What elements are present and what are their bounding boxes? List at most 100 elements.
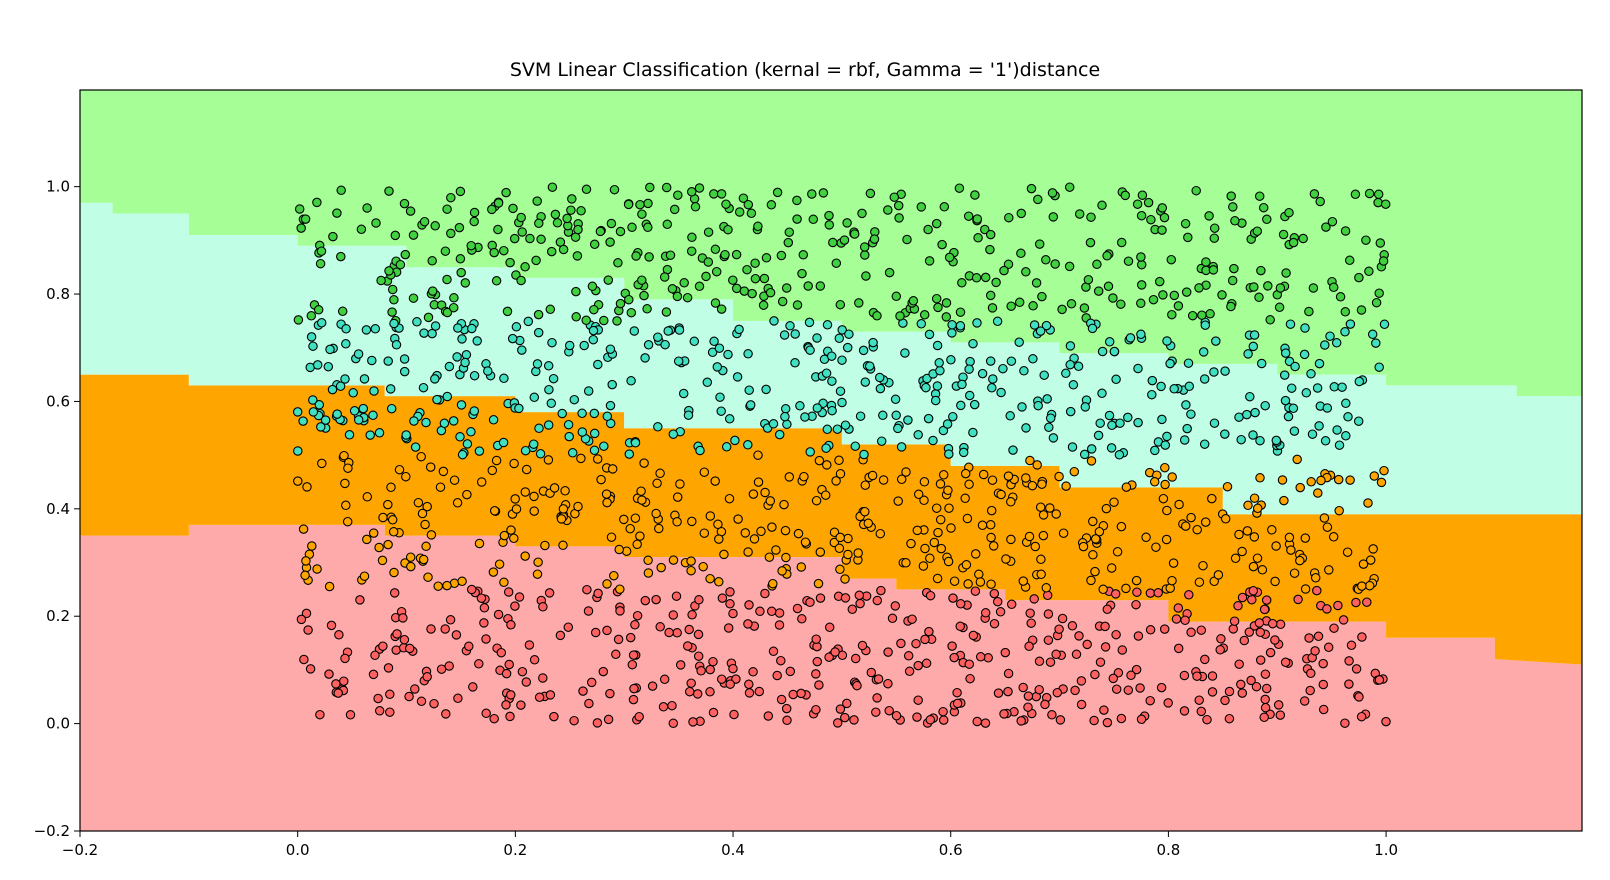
data-point	[771, 545, 781, 555]
data-point	[1230, 216, 1240, 226]
data-point	[293, 446, 303, 456]
data-point	[1137, 190, 1148, 200]
data-point	[532, 569, 543, 579]
data-point	[1104, 337, 1115, 347]
data-point	[1181, 400, 1191, 410]
data-point	[1051, 509, 1061, 519]
data-point	[308, 407, 319, 417]
data-point	[887, 613, 898, 624]
data-point	[442, 204, 452, 214]
data-point	[675, 479, 685, 489]
data-point	[468, 682, 478, 692]
data-point	[1071, 649, 1082, 660]
data-point	[606, 218, 617, 229]
data-point	[548, 373, 559, 384]
data-point	[781, 703, 792, 714]
data-point	[1279, 495, 1289, 506]
data-point	[605, 688, 615, 699]
data-point	[511, 322, 522, 332]
data-point	[1043, 635, 1054, 645]
data-point	[573, 224, 583, 235]
data-point	[690, 202, 701, 212]
data-point	[913, 660, 923, 671]
data-point	[717, 593, 728, 603]
data-point	[738, 193, 749, 203]
data-point	[1357, 632, 1367, 642]
data-point	[1136, 714, 1147, 725]
data-point	[301, 556, 311, 566]
data-point	[409, 416, 419, 426]
data-point	[589, 239, 600, 250]
data-point	[1003, 686, 1013, 697]
data-point	[584, 698, 594, 709]
data-point	[860, 377, 871, 387]
data-point	[326, 620, 337, 631]
data-point	[442, 274, 452, 285]
data-point	[534, 423, 544, 434]
data-point	[466, 240, 476, 251]
data-point	[324, 581, 335, 592]
data-point	[1313, 488, 1323, 498]
data-point	[1109, 497, 1119, 507]
data-point	[854, 298, 864, 308]
data-point	[707, 347, 718, 358]
data-point	[912, 525, 923, 536]
data-point	[589, 428, 600, 439]
data-point	[1374, 362, 1384, 372]
data-point	[1255, 473, 1265, 483]
data-point	[1186, 512, 1196, 523]
data-point	[630, 620, 640, 630]
data-point	[1308, 283, 1319, 293]
data-point	[1224, 686, 1235, 697]
data-point	[469, 216, 479, 227]
data-point	[1109, 346, 1120, 357]
data-point	[974, 569, 984, 580]
data-point	[894, 213, 904, 223]
data-point	[469, 207, 480, 218]
data-point	[721, 442, 732, 452]
data-point	[725, 679, 735, 689]
data-point	[514, 592, 525, 602]
data-point	[1273, 700, 1284, 710]
data-point	[978, 469, 989, 480]
data-point	[831, 258, 842, 268]
data-point	[1340, 327, 1350, 337]
data-point	[373, 693, 383, 704]
data-point	[303, 625, 313, 635]
data-point	[452, 352, 462, 362]
data-point	[1157, 225, 1167, 235]
data-point	[949, 576, 960, 586]
data-point	[307, 541, 317, 551]
data-point	[531, 255, 541, 266]
data-point	[755, 606, 765, 617]
data-point	[609, 570, 619, 581]
data-point	[538, 602, 548, 612]
data-point	[936, 543, 947, 554]
data-point	[1131, 575, 1142, 586]
data-point	[785, 666, 796, 677]
data-point	[840, 593, 851, 603]
data-point	[1024, 641, 1034, 652]
data-point	[964, 364, 974, 374]
data-point	[454, 222, 465, 233]
data-point	[1261, 595, 1272, 605]
data-point	[483, 366, 493, 376]
data-point	[1045, 413, 1056, 423]
data-point	[1340, 718, 1350, 728]
data-point	[1097, 200, 1107, 211]
data-point	[1292, 454, 1302, 465]
data-point	[349, 406, 360, 416]
data-point	[1161, 534, 1172, 545]
data-point	[924, 626, 934, 637]
data-point	[1295, 482, 1305, 493]
data-point	[780, 411, 790, 422]
data-point	[337, 306, 348, 317]
data-point	[1284, 207, 1294, 218]
data-point	[988, 541, 999, 551]
data-point	[460, 357, 470, 368]
data-point	[1024, 531, 1035, 542]
data-point	[1047, 710, 1057, 720]
data-point	[867, 470, 878, 481]
data-point	[815, 281, 826, 291]
data-point	[299, 654, 309, 665]
